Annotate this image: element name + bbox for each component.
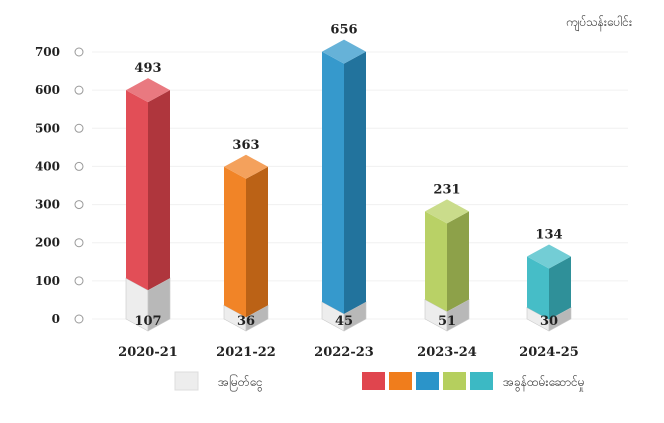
- x-tick-label: 2023-24: [417, 345, 477, 360]
- bar-group: 51 231: [424, 182, 470, 332]
- x-tick-label: 2021-22: [216, 345, 276, 360]
- y-tick-marker: [74, 161, 84, 171]
- bar-top-segment: [425, 199, 469, 312]
- data-label-base: 30: [540, 314, 558, 329]
- y-tick-label: 400: [35, 159, 60, 173]
- y-tick-label: 0: [52, 312, 60, 326]
- data-label-base: 51: [438, 314, 456, 329]
- x-axis: 2020-21 2021-22 2022-23 2023-24 2024-25: [118, 345, 579, 360]
- bar-top-segment: [527, 244, 571, 320]
- y-tick-marker: [74, 85, 84, 95]
- bar-top-segment-top-face: [425, 199, 469, 224]
- y-tick-label: 600: [35, 83, 60, 97]
- y-tick-marker: [74, 314, 84, 324]
- data-label-base: 45: [335, 314, 353, 329]
- data-label-top: 134: [535, 227, 562, 242]
- bars: 107 493 36 363 45 656 51 231 30 134: [125, 23, 572, 332]
- data-label-base: 107: [134, 314, 161, 329]
- unit-label: ကျပ်သန်းပေါင်း: [566, 14, 632, 32]
- legend-swatch-tax: [470, 372, 493, 390]
- x-tick-label: 2022-23: [314, 345, 374, 360]
- y-tick-label: 200: [35, 236, 60, 250]
- bar-top-segment: [224, 154, 268, 318]
- bar-top-segment-front-face: [322, 51, 344, 314]
- y-tick-label: 700: [35, 45, 60, 59]
- y-tick-label: 100: [35, 274, 60, 288]
- bar-group: 30 134: [526, 227, 572, 332]
- bar-top-segment-top-face: [126, 78, 170, 103]
- y-tick-marker: [74, 123, 84, 133]
- bar-group: 107 493: [125, 61, 171, 332]
- data-label-top: 493: [134, 61, 161, 76]
- bar-top-segment-front-face: [527, 256, 549, 320]
- legend-label-profit: အမြတ်ငွေ: [218, 373, 263, 392]
- legend-swatch-profit: [174, 371, 199, 391]
- bar-top-segment-side-face: [549, 256, 571, 320]
- legend: အမြတ်ငွေ အခွန်ထမ်းဆောင်မှု: [174, 371, 585, 392]
- bar-group: 36 363: [223, 138, 269, 332]
- bar-top-segment-side-face: [246, 166, 268, 318]
- y-tick-label: 500: [35, 121, 60, 135]
- bar-top-segment-top-face: [527, 244, 571, 269]
- legend-label-tax: အခွန်ထမ်းဆောင်မှု: [503, 374, 585, 392]
- bar-top-segment: [322, 39, 366, 314]
- legend-swatch-tax: [416, 372, 439, 390]
- y-tick-marker: [74, 238, 84, 248]
- legend-swatch-tax: [443, 372, 466, 390]
- bar-top-segment-side-face: [344, 51, 366, 314]
- bar-top-segment-front-face: [224, 166, 246, 318]
- data-label-base: 36: [237, 314, 255, 329]
- bar-group: 45 656: [321, 23, 367, 332]
- x-tick-label: 2020-21: [118, 345, 178, 360]
- y-axis: 0 100 200 300 400 500 600 700: [35, 45, 84, 326]
- legend-swatches-tax: [362, 372, 493, 390]
- y-tick-marker: [74, 200, 84, 210]
- bar-top-segment: [126, 78, 170, 291]
- bar-top-segment-side-face: [447, 211, 469, 312]
- bar-top-segment-front-face: [126, 90, 148, 291]
- data-label-top: 363: [232, 138, 259, 153]
- x-tick-label: 2024-25: [519, 345, 579, 360]
- bar-top-segment-top-face: [224, 154, 268, 179]
- bar-top-segment-front-face: [425, 211, 447, 312]
- legend-swatch-tax: [362, 372, 385, 390]
- y-tick-marker: [74, 47, 84, 57]
- y-tick-label: 300: [35, 198, 60, 212]
- data-label-top: 656: [330, 23, 357, 38]
- bar-top-segment-side-face: [148, 90, 170, 291]
- y-tick-marker: [74, 276, 84, 286]
- bar-top-segment-top-face: [322, 39, 366, 64]
- data-label-top: 231: [433, 182, 460, 197]
- legend-swatch-tax: [389, 372, 412, 390]
